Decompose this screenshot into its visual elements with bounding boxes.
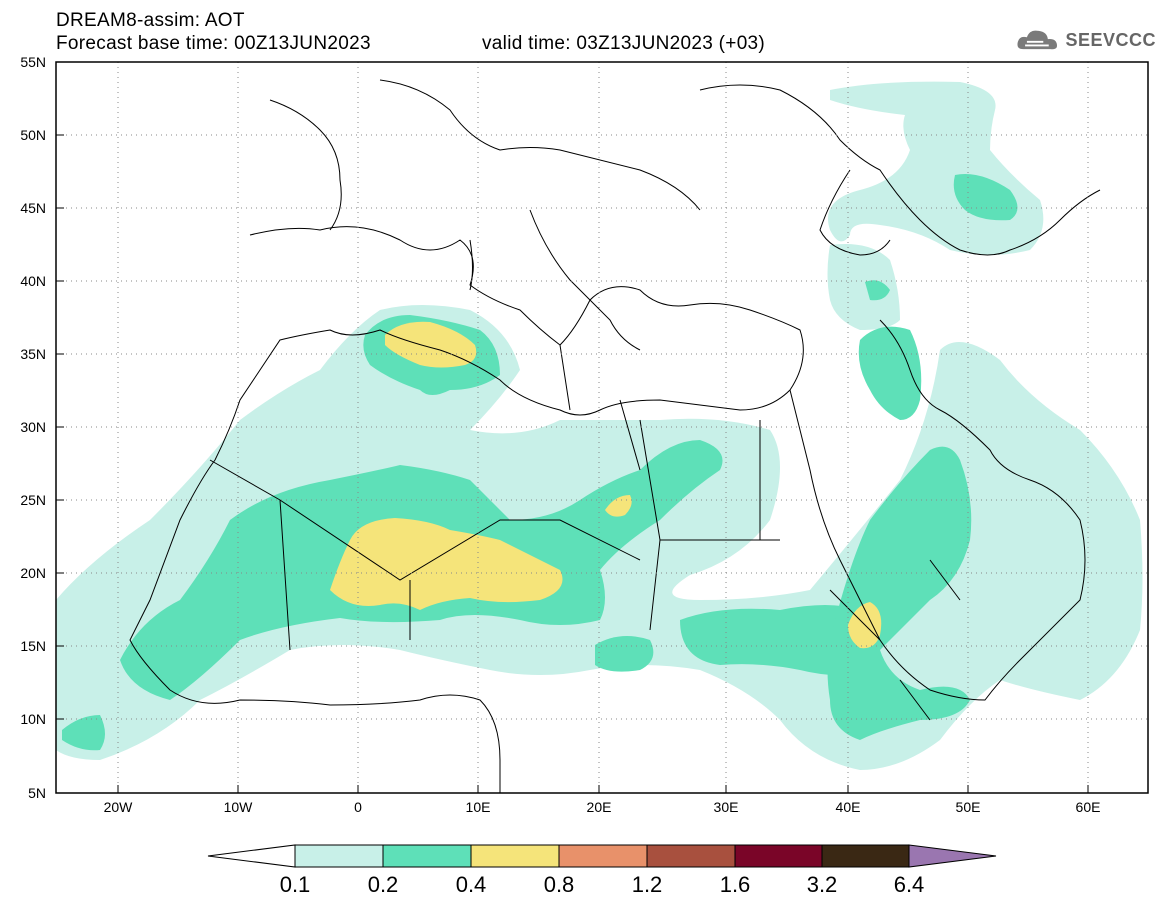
lon-label-10w: 10W: [224, 799, 254, 815]
lat-label-5n: 5N: [28, 785, 46, 801]
colorbar-label-5: 1.6: [719, 872, 751, 897]
lat-label-40n: 40N: [20, 273, 46, 289]
colorbar-over-triangle: [908, 844, 997, 868]
latitude-labels: 55N 50N 45N 40N 35N 30N 25N 20N 15N 10N …: [20, 54, 46, 801]
lon-label-30e: 30E: [714, 799, 739, 815]
lon-label-40e: 40E: [836, 799, 861, 815]
colorbar-label-6: 3.2: [806, 872, 838, 897]
lon-label-60e: 60E: [1076, 799, 1101, 815]
grid-lines: [56, 62, 1148, 793]
forecast-base-time: Forecast base time: 00Z13JUN2023: [56, 33, 371, 54]
lat-label-20n: 20N: [20, 565, 46, 581]
lat-label-25n: 25N: [20, 492, 46, 508]
lat-label-35n: 35N: [20, 346, 46, 362]
lat-label-55n: 55N: [20, 54, 46, 70]
aot-field: [56, 81, 1143, 770]
aot-region-algeria-yellow: [385, 321, 477, 368]
aot-region-iraq-green: [858, 326, 922, 420]
lon-label-0: 0: [354, 799, 362, 815]
longitude-labels: 20W 10W 0 10E 20E 30E 40E 50E 60E: [104, 799, 1101, 815]
colorbar-bin-0: [294, 844, 384, 868]
colorbar-bin-6: [821, 844, 910, 868]
colorbar-label-2: 0.4: [455, 872, 487, 897]
aot-region-anatolia-light: [827, 244, 900, 330]
lat-label-15n: 15N: [20, 638, 46, 654]
colorbar-bin-2: [470, 844, 560, 868]
map-title: DREAM8-assim: AOT: [56, 10, 245, 31]
colorbar-bin-1: [382, 844, 472, 868]
aot-region-guinea-green: [62, 715, 105, 751]
lat-label-50n: 50N: [20, 127, 46, 143]
axis-ticks: [56, 134, 1089, 793]
aot-region-sudan-green: [680, 605, 874, 675]
aot-region-arabia-green: [827, 446, 972, 740]
seevccc-logo: SEEVCCC: [1016, 24, 1156, 56]
coastlines: [129, 79, 1101, 793]
aot-region-libya-yellow: [605, 495, 632, 517]
colorbar-label-4: 1.2: [631, 872, 663, 897]
lon-label-10e: 10E: [466, 799, 491, 815]
lon-label-50e: 50E: [956, 799, 981, 815]
colorbar-label-0: 0.1: [279, 872, 311, 897]
colorbar-bin-3: [558, 844, 648, 868]
cloud-icon: [1017, 30, 1058, 50]
lon-label-20e: 20E: [587, 799, 612, 815]
lat-label-30n: 30N: [20, 419, 46, 435]
colorbar-under-triangle: [207, 844, 296, 868]
colorbar-label-7: 6.4: [893, 872, 925, 897]
colorbar-bin-4: [646, 844, 736, 868]
aot-region-turkey-green: [865, 280, 890, 301]
colorbar-label-3: 0.8: [543, 872, 575, 897]
aot-region-caucasus-green: [953, 174, 1018, 221]
colorbar-label-1: 0.2: [367, 872, 399, 897]
colorbar: [207, 844, 997, 868]
lat-label-10n: 10N: [20, 711, 46, 727]
aot-region-caspian-light: [828, 81, 1044, 256]
valid-time: valid time: 03Z13JUN2023 (+03): [482, 33, 766, 54]
lat-label-45n: 45N: [20, 200, 46, 216]
logo-text: SEEVCCC: [1065, 29, 1156, 50]
colorbar-bin-5: [734, 844, 823, 868]
aot-region-chad-green: [595, 636, 654, 672]
aot-region-sahara-yellow: [330, 518, 563, 610]
lon-label-20w: 20W: [104, 799, 134, 815]
